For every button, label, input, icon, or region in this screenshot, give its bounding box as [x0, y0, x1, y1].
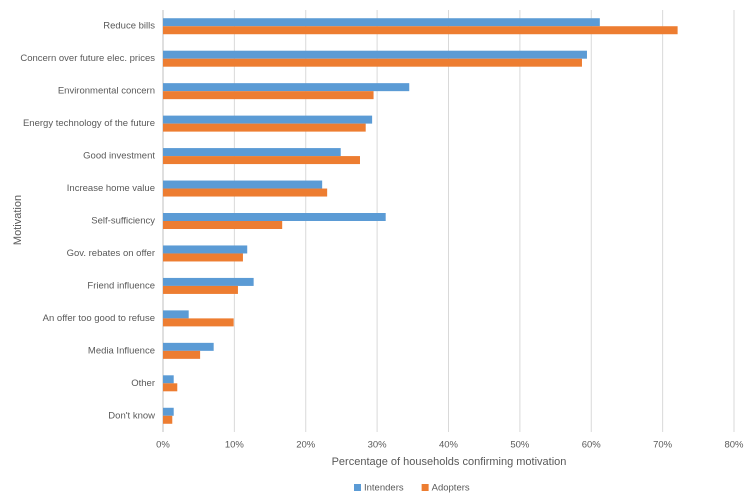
legend-swatch: [354, 484, 361, 491]
bar: [163, 383, 178, 392]
bar: [163, 245, 248, 254]
bar: [163, 350, 201, 359]
bar: [163, 318, 234, 327]
y-tick-label: Energy technology of the future: [23, 118, 155, 129]
bar: [163, 342, 214, 351]
bar: [163, 123, 366, 132]
legend-label: Intenders: [364, 483, 404, 494]
y-tick-label: Concern over future elec. prices: [20, 53, 155, 64]
bar: [163, 310, 189, 319]
y-tick-label: Media Influence: [88, 345, 155, 356]
bar: [163, 26, 678, 35]
bar: [163, 50, 587, 59]
x-tick-label: 30%: [368, 440, 388, 451]
bar: [163, 188, 328, 197]
bar: [163, 115, 373, 124]
bar: [163, 277, 254, 286]
y-tick-label: Environmental concern: [58, 86, 155, 97]
y-tick-label: Self-sufficiency: [91, 216, 155, 227]
y-tick-label: Other: [131, 378, 155, 389]
y-tick-label: Gov. rebates on offer: [67, 248, 155, 259]
y-tick-label: An offer too good to refuse: [43, 313, 155, 324]
x-tick-label: 10%: [225, 440, 245, 451]
y-axis-title: Motivation: [12, 195, 24, 245]
bar: [163, 148, 341, 157]
bar: [163, 415, 173, 424]
bar: [163, 156, 360, 165]
bar: [163, 221, 283, 229]
bar: [163, 91, 374, 100]
y-tick-label: Increase home value: [67, 183, 155, 194]
bar: [163, 253, 243, 262]
x-tick-label: 60%: [582, 440, 602, 451]
bar: [163, 407, 174, 416]
bar: [163, 375, 174, 384]
x-tick-label: 40%: [439, 440, 459, 451]
x-tick-label: 20%: [296, 440, 316, 451]
bar: [163, 83, 410, 92]
bar: [163, 58, 582, 67]
x-tick-label: 0%: [156, 440, 170, 451]
y-tick-label: Don't know: [108, 410, 155, 421]
bar: [163, 18, 600, 27]
x-axis-title: Percentage of households confirming moti…: [332, 456, 567, 468]
y-tick-label: Friend influence: [87, 280, 155, 291]
bar: [163, 180, 323, 189]
bar: [163, 213, 386, 221]
x-tick-label: 50%: [510, 440, 530, 451]
y-tick-label: Good investment: [83, 151, 155, 162]
y-tick-label: Reduce bills: [103, 21, 155, 32]
legend-swatch: [421, 484, 429, 491]
x-tick-label: 70%: [653, 440, 673, 451]
x-tick-label: 80%: [724, 440, 744, 451]
bar: [163, 285, 238, 294]
legend-label: Adopters: [432, 483, 470, 494]
